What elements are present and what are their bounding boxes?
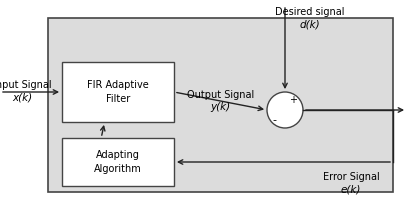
Text: +: +: [289, 95, 297, 105]
Circle shape: [267, 92, 303, 128]
Text: FIR Adaptive
Filter: FIR Adaptive Filter: [87, 80, 149, 104]
Text: Adapting
Algorithm: Adapting Algorithm: [94, 150, 142, 174]
Text: x(k): x(k): [12, 92, 32, 102]
Text: -: -: [272, 115, 276, 125]
Text: Output Signal: Output Signal: [187, 90, 254, 100]
Bar: [48, 18, 393, 192]
Text: d(k): d(k): [300, 19, 320, 29]
Text: Error Signal: Error Signal: [323, 172, 379, 182]
Text: Desired signal: Desired signal: [275, 7, 345, 17]
Text: y(k): y(k): [210, 102, 230, 112]
Bar: [62, 62, 174, 122]
Bar: [62, 138, 174, 186]
Text: e(k): e(k): [341, 184, 361, 194]
Text: Input Signal: Input Signal: [0, 80, 51, 90]
